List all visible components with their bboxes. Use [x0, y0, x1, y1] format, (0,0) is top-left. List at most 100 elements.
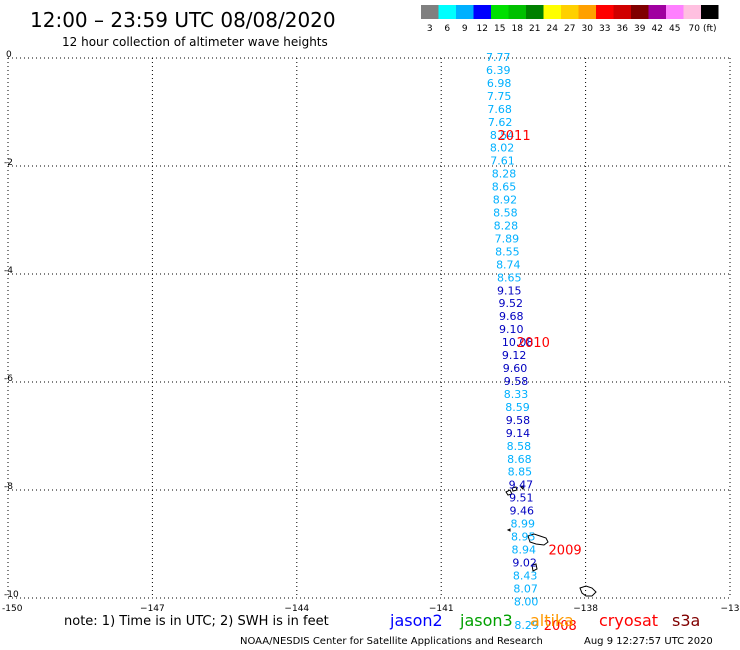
wave-height-label: 7.89 — [495, 232, 520, 245]
y-axis-ticks: 0 -2 -4 -6 -8 -10 — [4, 50, 19, 600]
wave-height-label: 8.33 — [504, 388, 528, 401]
wave-height-label: 9.12 — [502, 349, 527, 362]
wave-height-label: 8.00 — [514, 595, 539, 608]
wave-height-label: 6.98 — [487, 77, 512, 90]
legend-label: 42 — [652, 24, 663, 34]
y-tick-label: -4 — [4, 266, 13, 276]
wave-height-label: 10.08 — [502, 336, 534, 349]
legend-swatch — [473, 5, 491, 19]
legend-swatch — [421, 5, 439, 19]
wave-height-label: 8.59 — [505, 401, 530, 414]
legend-swatch — [683, 5, 701, 19]
legend-swatch — [613, 5, 631, 19]
legend-label: 21 — [529, 24, 540, 34]
legend-label: 33 — [599, 24, 610, 34]
wave-height-label: 9.46 — [510, 505, 534, 518]
wave-height-label: 9.52 — [498, 297, 522, 310]
wave-height-label: 8.65 — [492, 181, 517, 194]
footer-timestamp: Aug 9 12:27:57 UTC 2020 — [584, 636, 713, 647]
wave-height-label: 9.68 — [499, 310, 523, 323]
wave-height-label: 8.54 — [490, 129, 515, 142]
wave-height-label: 9.60 — [503, 362, 528, 375]
wave-height-label: 9.51 — [509, 492, 534, 505]
wave-height-label: 8.58 — [493, 207, 517, 220]
footer-source: NOAA/NESDIS Center for Satellite Applica… — [240, 636, 543, 647]
legend-swatch — [543, 5, 561, 19]
satellite-jason3: jason3 — [459, 611, 513, 630]
legend-swatch — [508, 5, 526, 19]
legend-swatch — [456, 5, 474, 19]
legend-label: 36 — [617, 24, 629, 34]
legend-label: 27 — [564, 24, 575, 34]
legend-swatch — [648, 5, 666, 19]
color-legend: 3 6 9 12 15 18 21 24 27 30 33 36 39 42 45 70 (ft) — [421, 5, 719, 34]
wave-height-label: 8.28 — [492, 168, 517, 181]
chart-grid — [7, 57, 731, 599]
legend-label: 24 — [547, 24, 559, 34]
hour-labels: 2011 2010 2009 2008 — [498, 129, 582, 634]
hour-label: 2008 — [544, 619, 577, 634]
wave-height-label: 9.14 — [506, 427, 531, 440]
legend-swatch — [561, 5, 579, 19]
x-tick-label: -150 — [2, 604, 23, 614]
y-tick-label: 0 — [6, 50, 12, 60]
wave-height-observations: 7.776.396.987.757.687.628.548.027.618.28… — [486, 51, 539, 632]
x-tick-label: −138 — [573, 604, 598, 614]
legend-label: 9 — [462, 24, 468, 34]
satellite-cryosat: cryosat — [599, 611, 658, 630]
wave-height-label: 9.58 — [504, 375, 528, 388]
legend-label: 12 — [477, 24, 488, 34]
legend-swatch — [666, 5, 684, 19]
wave-height-label: 8.55 — [495, 245, 520, 258]
legend-swatch — [578, 5, 596, 19]
wave-height-label: 9.47 — [509, 479, 534, 492]
wave-height-label: 8.68 — [507, 453, 532, 466]
wave-height-label: 9.58 — [506, 414, 531, 427]
legend-label: 6 — [444, 24, 450, 34]
chart-subtitle: 12 hour collection of altimeter wave hei… — [62, 35, 328, 49]
wave-height-label: 8.99 — [511, 518, 535, 531]
legend-label: 45 — [669, 24, 680, 34]
satellite-s3a: s3a — [672, 611, 700, 630]
y-tick-label: -6 — [4, 374, 13, 384]
x-axis-ticks: -150 −147 −144 −141 −138 −13 — [2, 604, 740, 614]
wave-height-label: 8.74 — [496, 258, 521, 271]
wave-height-label: 8.94 — [511, 543, 536, 556]
x-tick-label: −141 — [429, 604, 454, 614]
wave-height-label: 8.95 — [511, 531, 536, 544]
legend-swatch — [491, 5, 509, 19]
wave-height-label: 6.39 — [486, 64, 511, 77]
legend-swatch — [596, 5, 614, 19]
legend-swatch — [701, 5, 719, 19]
wave-height-label: 8.58 — [507, 440, 532, 453]
y-tick-label: -2 — [4, 158, 13, 168]
wave-height-label: 9.10 — [499, 323, 523, 336]
wave-height-label: 7.77 — [486, 51, 511, 64]
y-tick-label: -10 — [4, 590, 19, 600]
y-tick-label: -8 — [4, 482, 13, 492]
legend-label: 70 — [689, 24, 701, 34]
legend-label: 15 — [494, 24, 505, 34]
hour-label: 2009 — [549, 543, 582, 558]
legend-label: 39 — [634, 24, 646, 34]
legend-label: 3 — [427, 24, 433, 34]
legend-swatch — [631, 5, 649, 19]
x-tick-label: −147 — [140, 604, 165, 614]
wave-height-label: 8.29 — [514, 619, 539, 632]
wave-height-label: 7.75 — [487, 90, 512, 103]
x-tick-label: −13 — [721, 604, 740, 614]
wave-height-label: 7.62 — [488, 116, 513, 129]
wave-height-label: 9.15 — [497, 284, 522, 297]
wave-height-label: 8.07 — [513, 582, 538, 595]
satellite-altika: altika — [530, 611, 574, 630]
wave-height-label: 8.92 — [493, 194, 517, 207]
satellite-jason2: jason2 — [389, 611, 443, 630]
hour-label: 2010 — [517, 336, 550, 351]
legend-swatch — [526, 5, 544, 19]
wave-height-label: 7.68 — [487, 103, 512, 116]
x-tick-label: −144 — [284, 604, 309, 614]
legend-swatch — [438, 5, 456, 19]
chart-title: 12:00 – 23:59 UTC 08/08/2020 — [30, 8, 336, 32]
wave-height-label: 8.85 — [508, 466, 533, 479]
